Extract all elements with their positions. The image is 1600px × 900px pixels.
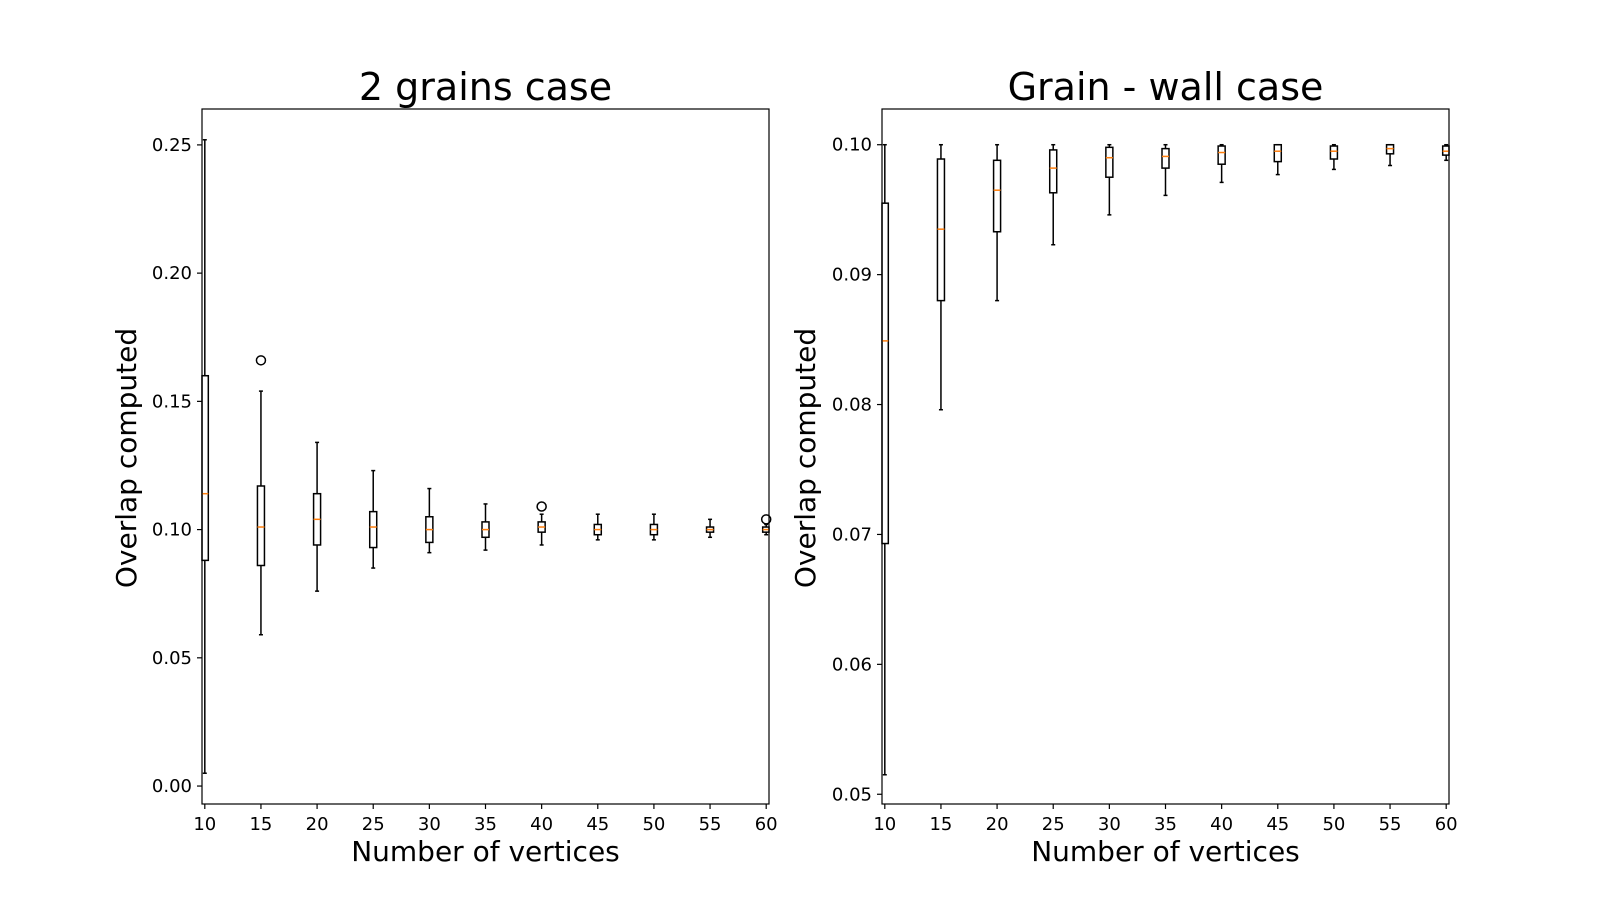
panel-grain-wall-y-tick-label: 0.10 xyxy=(832,135,872,156)
panel-2-grains-x-tick-label: 45 xyxy=(586,814,609,835)
panel-grain-wall-x-tick-label: 60 xyxy=(1435,814,1458,835)
panel-2-grains: 2 grains case 0.00 0.05 0.10 0.15 0.20 0.25 1… xyxy=(110,65,778,868)
panel-2-grains-box-35 xyxy=(481,503,490,551)
panel-grain-wall-x-tick-label: 15 xyxy=(929,814,952,835)
panel-grain-wall-y-ticks: 0.05 0.06 0.07 0.08 0.09 0.10 xyxy=(832,135,882,805)
iqr-box xyxy=(1273,143,1283,163)
iqr-box xyxy=(368,510,378,549)
panel-grain-wall-x-ticks: 10 15 20 25 30 35 40 45 50 55 60 xyxy=(873,804,1458,835)
iqr-box xyxy=(1161,147,1170,169)
iqr-box xyxy=(1217,145,1226,165)
panel-2-grains-x-label: Number of vertices xyxy=(351,835,620,868)
panel-grain-wall-x-tick-label: 30 xyxy=(1098,814,1121,835)
panel-2-grains-x-tick-label: 10 xyxy=(193,814,216,835)
panel-grain-wall-title: Grain - wall case xyxy=(1008,65,1324,109)
panel-2-grains-box-30 xyxy=(425,487,434,554)
panel-grain-wall-box-40 xyxy=(1217,143,1226,184)
panel-grain-wall-x-tick-label: 55 xyxy=(1379,814,1402,835)
panel-2-grains-frame xyxy=(201,108,770,805)
panel-grain-wall-box-20 xyxy=(992,143,1002,302)
iqr-box xyxy=(256,485,266,567)
panel-grain-wall-box-15 xyxy=(936,143,946,411)
iqr-box xyxy=(992,159,1002,233)
panel-2-grains-x-tick-label: 25 xyxy=(362,814,385,835)
panel-2-grains-x-tick-label: 15 xyxy=(249,814,272,835)
panel-2-grains-boxes xyxy=(201,139,772,774)
panel-grain-wall-x-label: Number of vertices xyxy=(1031,835,1300,868)
iqr-box xyxy=(1329,145,1339,160)
outlier-point xyxy=(255,355,267,366)
panel-2-grains-box-60 xyxy=(760,514,772,536)
panel-grain-wall-box-50 xyxy=(1329,143,1339,171)
panel-grain-wall-y-tick-label: 0.06 xyxy=(832,654,872,675)
panel-grain-wall-x-tick-label: 10 xyxy=(873,814,896,835)
panel-2-grains-x-tick-label: 50 xyxy=(642,814,665,835)
panel-grain-wall-y-tick-label: 0.09 xyxy=(832,265,872,286)
panel-2-grains-box-15 xyxy=(255,355,267,636)
panel-2-grains-box-25 xyxy=(368,469,378,569)
panel-2-grains-x-tick-label: 30 xyxy=(418,814,441,835)
iqr-box xyxy=(1048,149,1058,194)
panel-2-grains-y-label: Overlap computed xyxy=(110,328,143,588)
panel-2-grains-box-40 xyxy=(536,501,547,546)
panel-grain-wall-box-55 xyxy=(1385,143,1395,167)
panel-grain-wall-y-tick-label: 0.05 xyxy=(832,784,872,805)
panel-grain-wall-box-45 xyxy=(1273,143,1283,176)
panel-2-grains-y-tick-label: 0.05 xyxy=(152,648,192,669)
panel-2-grains-y-tick-label: 0.00 xyxy=(152,776,192,797)
panel-2-grains-x-tick-label: 60 xyxy=(755,814,778,835)
panel-grain-wall-box-25 xyxy=(1048,143,1058,246)
panel-2-grains-y-ticks: 0.00 0.05 0.10 0.15 0.20 0.25 xyxy=(152,135,202,797)
panel-2-grains-x-tick-label: 40 xyxy=(530,814,553,835)
panel-grain-wall-x-tick-label: 50 xyxy=(1322,814,1345,835)
panel-grain-wall-x-tick-label: 35 xyxy=(1154,814,1177,835)
panel-grain-wall-frame xyxy=(881,108,1450,805)
panel-2-grains-box-55 xyxy=(705,518,715,539)
iqr-box xyxy=(1105,146,1114,178)
panel-grain-wall-x-tick-label: 40 xyxy=(1210,814,1233,835)
panel-2-grains-y-tick-label: 0.25 xyxy=(152,135,192,156)
panel-grain-wall-y-tick-label: 0.07 xyxy=(832,524,872,545)
panel-2-grains-y-tick-label: 0.20 xyxy=(152,263,192,284)
panel-2-grains-x-tick-label: 35 xyxy=(474,814,497,835)
panel-2-grains-x-ticks: 10 15 20 25 30 35 40 45 50 55 60 xyxy=(193,804,778,835)
panel-2-grains-y-tick-label: 0.10 xyxy=(152,520,192,541)
panel-2-grains-box-45 xyxy=(593,513,603,541)
panel-2-grains-box-50 xyxy=(649,513,659,541)
panel-2-grains-title: 2 grains case xyxy=(359,65,612,109)
panel-2-grains-x-tick-label: 55 xyxy=(699,814,722,835)
panel-grain-wall-y-label: Overlap computed xyxy=(789,328,822,588)
outlier-point xyxy=(536,501,547,512)
outlier-point xyxy=(760,514,772,525)
panel-2-grains-box-20 xyxy=(312,441,322,592)
panel-grain-wall-x-tick-label: 45 xyxy=(1266,814,1289,835)
panel-grain-wall-box-35 xyxy=(1161,143,1170,197)
panel-grain-wall: Grain - wall case 0.050.060.070.080.090.… xyxy=(789,65,1458,868)
panel-2-grains-y-tick-label: 0.15 xyxy=(152,391,192,412)
panel-grain-wall-y-tick-label: 0.08 xyxy=(832,395,872,416)
panel-grain-wall-box-30 xyxy=(1105,143,1114,216)
panel-grain-wall-x-tick-label: 25 xyxy=(1042,814,1065,835)
panel-grain-wall-boxes xyxy=(881,143,1450,776)
panel-grain-wall-x-tick-label: 20 xyxy=(986,814,1009,835)
panel-2-grains-x-tick-label: 20 xyxy=(306,814,329,835)
